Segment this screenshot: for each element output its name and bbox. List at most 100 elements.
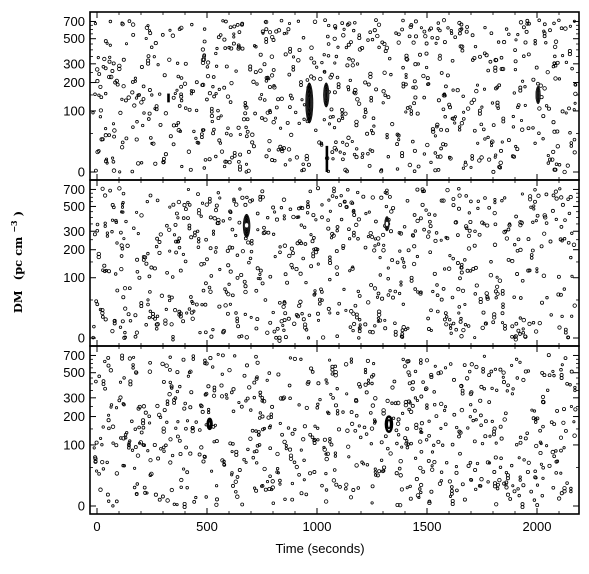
candidate-point: [561, 54, 565, 58]
candidate-point: [375, 33, 380, 39]
candidate-point: [127, 286, 132, 291]
candidate-point: [470, 33, 475, 38]
candidate-point: [386, 293, 391, 297]
candidate-point: [324, 456, 329, 462]
candidate-point: [106, 418, 111, 423]
candidate-point: [244, 125, 248, 130]
candidate-point: [212, 127, 216, 132]
candidate-point: [223, 287, 227, 291]
candidate-point: [383, 434, 388, 439]
candidate-point: [283, 311, 288, 316]
candidate-point: [236, 324, 241, 329]
candidate-point: [265, 378, 269, 382]
candidate-point: [506, 257, 511, 262]
candidate-point: [114, 220, 119, 224]
candidate-point: [348, 78, 352, 83]
candidate-point: [492, 470, 497, 474]
candidate-point: [458, 451, 462, 456]
candidate-point: [374, 219, 378, 224]
candidate-point: [203, 361, 207, 366]
candidate-point: [531, 321, 536, 325]
candidate-point: [95, 229, 100, 233]
candidate-point: [403, 327, 408, 332]
candidate-point: [170, 275, 175, 279]
candidate-point: [194, 108, 199, 113]
candidate-point: [372, 124, 376, 128]
candidate-point: [143, 490, 148, 495]
candidate-point: [405, 486, 409, 490]
candidate-point: [545, 444, 549, 448]
candidate-point: [133, 466, 137, 470]
candidate-point: [161, 426, 166, 431]
candidate-point: [369, 426, 375, 431]
candidate-point: [422, 189, 426, 193]
candidate-point: [569, 144, 574, 148]
candidate-point: [171, 338, 175, 342]
candidate-point: [349, 360, 354, 364]
candidate-point: [402, 364, 407, 369]
candidate-point: [350, 139, 354, 144]
candidate-point: [144, 36, 148, 41]
candidate-point: [408, 105, 412, 109]
candidate-point: [341, 246, 345, 250]
candidate-point: [137, 404, 142, 409]
candidate-point: [276, 97, 281, 102]
candidate-point: [450, 492, 454, 496]
candidate-point: [260, 116, 264, 120]
candidate-point: [162, 449, 166, 453]
candidate-point: [352, 152, 357, 157]
candidate-point: [363, 245, 368, 250]
candidate-point: [518, 247, 523, 253]
y-tick-label: 0: [78, 331, 85, 346]
candidate-point: [567, 106, 571, 111]
candidate-point: [331, 115, 335, 119]
candidate-point: [222, 37, 227, 42]
candidate-point: [341, 140, 345, 144]
candidate-point: [114, 471, 120, 476]
candidate-point: [336, 118, 342, 123]
candidate-point: [194, 302, 199, 307]
candidate-point: [214, 92, 218, 96]
candidate-point: [283, 272, 288, 277]
candidate-point: [267, 425, 272, 430]
candidate-point: [565, 381, 569, 386]
candidate-point: [541, 424, 545, 429]
candidate-point: [439, 470, 444, 474]
candidate-point: [333, 61, 337, 65]
candidate-point: [306, 200, 310, 204]
candidate-point: [472, 243, 477, 248]
candidate-point: [573, 407, 578, 412]
candidate-point: [499, 66, 504, 72]
candidate-point: [119, 230, 123, 235]
candidate-point: [415, 398, 419, 403]
candidate-point: [438, 53, 442, 58]
candidate-point: [219, 114, 223, 118]
candidate-point: [506, 138, 511, 143]
candidate-point: [415, 218, 420, 224]
candidate-point: [107, 74, 112, 80]
candidate-point: [459, 383, 464, 389]
candidate-point: [120, 21, 124, 25]
candidate-point: [408, 401, 412, 405]
candidate-point: [441, 18, 447, 23]
candidate-point: [396, 433, 401, 437]
candidate-point: [325, 381, 329, 385]
candidate-point: [493, 455, 498, 460]
candidate-point: [272, 84, 276, 88]
candidate-point: [188, 405, 193, 410]
candidate-point: [451, 197, 456, 201]
candidate-point: [357, 33, 362, 37]
candidate-point: [428, 224, 433, 229]
candidate-point: [127, 441, 131, 445]
candidate-point: [370, 381, 374, 386]
candidate-point: [522, 458, 526, 462]
candidate-point: [439, 238, 443, 242]
y-tick-label: 200: [63, 242, 85, 257]
candidate-point: [564, 60, 569, 65]
candidate-point: [285, 31, 289, 35]
candidate-point: [288, 396, 292, 401]
candidate-point: [267, 139, 272, 144]
candidate-point: [493, 68, 498, 73]
candidate-point: [498, 165, 503, 170]
